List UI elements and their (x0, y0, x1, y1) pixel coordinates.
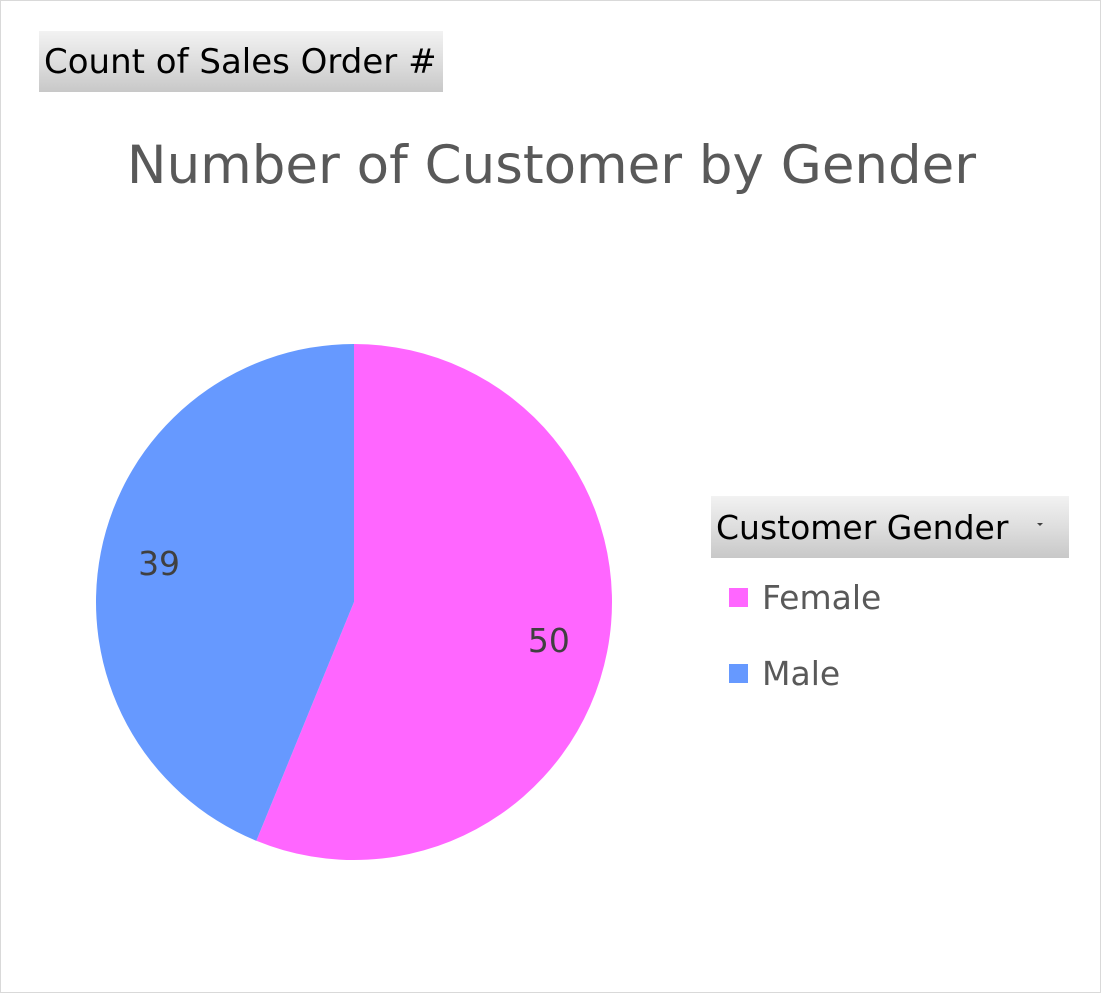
legend-field-button[interactable]: Customer Gender (711, 496, 1069, 558)
pie-slice-male[interactable] (95, 344, 355, 841)
data-label-male: 39 (138, 544, 180, 583)
value-field-label: Count of Sales Order # (44, 41, 437, 82)
legend-swatch-female (729, 587, 748, 607)
legend-item-female[interactable]: Female (729, 577, 881, 617)
dropdown-arrow-icon[interactable] (1037, 523, 1043, 526)
legend-field-label: Customer Gender (716, 507, 1009, 547)
legend-label-female: Female (762, 577, 882, 617)
legend-item-male[interactable]: Male (729, 653, 840, 693)
pie-slice-female[interactable] (256, 344, 612, 860)
data-label-female: 50 (528, 621, 570, 660)
legend-swatch-male (729, 663, 748, 683)
legend-label-male: Male (762, 653, 841, 693)
chart-title: Number of Customer by Gender (126, 135, 977, 196)
value-field-button[interactable]: Count of Sales Order # (39, 31, 443, 92)
